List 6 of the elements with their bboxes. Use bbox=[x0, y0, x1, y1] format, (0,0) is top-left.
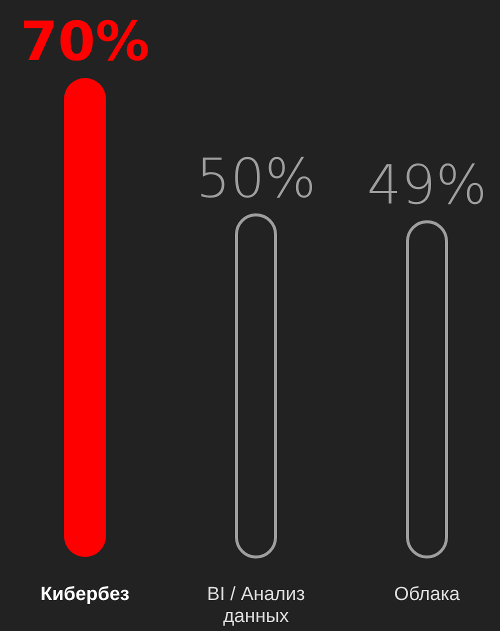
x-tick-label: Кибербез bbox=[40, 584, 130, 605]
data-label: 70% bbox=[20, 10, 150, 73]
data-label: 50% bbox=[196, 146, 316, 210]
x-tick-label: BI / Анализ данных bbox=[207, 584, 305, 627]
data-label: 49% bbox=[366, 154, 488, 217]
x-tick-label: Облака bbox=[394, 584, 460, 605]
